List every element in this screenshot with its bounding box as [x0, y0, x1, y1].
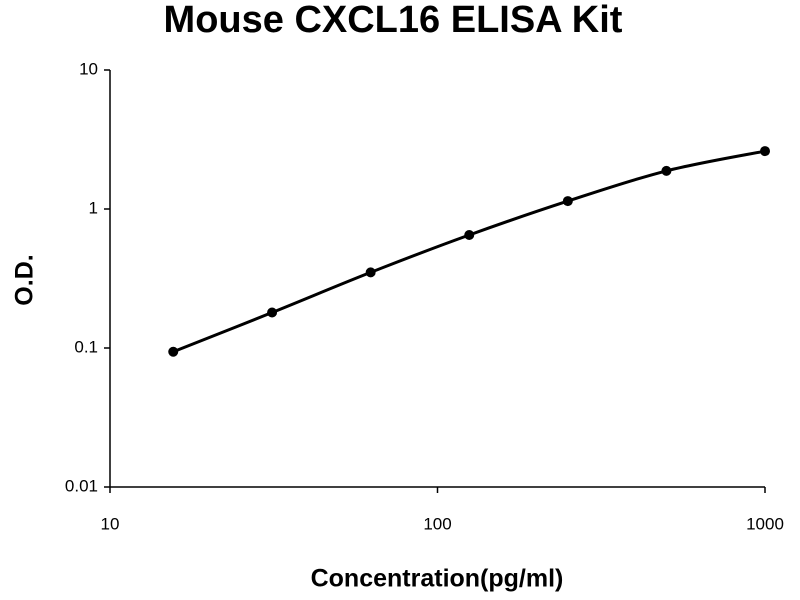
y-tick-label: 0.1 — [74, 337, 98, 356]
curve — [172, 149, 766, 354]
data-point — [464, 230, 475, 241]
data-point — [562, 196, 573, 207]
y-tick-label: 10 — [79, 59, 98, 78]
data-point — [267, 307, 278, 318]
x-axis-title: Concentration(pg/ml) — [311, 565, 564, 593]
data-point — [661, 165, 672, 176]
x-tick-label: 1000 — [746, 514, 784, 533]
data-point — [760, 146, 770, 157]
x-tick-label: 10 — [101, 514, 120, 533]
x-tick-label: 100 — [423, 514, 451, 533]
y-tick-label: 0.01 — [65, 476, 98, 495]
y-axis-title: O.D. — [11, 254, 39, 305]
y-tick-label: 1 — [89, 198, 98, 217]
data-point — [365, 267, 376, 278]
chart-title: Mouse CXCL16 ELISA Kit — [164, 0, 623, 41]
data-point — [168, 346, 179, 357]
